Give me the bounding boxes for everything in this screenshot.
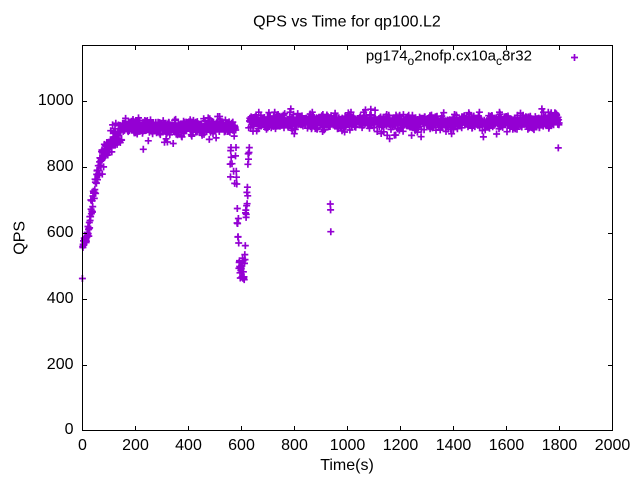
svg-text:600: 600 xyxy=(47,224,74,241)
svg-text:600: 600 xyxy=(228,437,255,454)
svg-text:1600: 1600 xyxy=(489,437,525,454)
svg-text:400: 400 xyxy=(175,437,202,454)
svg-text:400: 400 xyxy=(47,290,74,307)
svg-text:800: 800 xyxy=(281,437,308,454)
svg-text:800: 800 xyxy=(47,158,74,175)
svg-text:200: 200 xyxy=(122,437,149,454)
svg-text:1400: 1400 xyxy=(436,437,472,454)
svg-text:1000: 1000 xyxy=(38,92,74,109)
svg-text:1000: 1000 xyxy=(330,437,366,454)
svg-text:1200: 1200 xyxy=(383,437,419,454)
svg-text:QPS: QPS xyxy=(12,221,29,255)
svg-text:QPS vs Time for qp100.L2: QPS vs Time for qp100.L2 xyxy=(253,14,441,31)
svg-text:2000: 2000 xyxy=(595,437,631,454)
svg-text:0: 0 xyxy=(65,421,74,438)
svg-text:pg174o2nofp.cx10ac8r32: pg174o2nofp.cx10ac8r32 xyxy=(366,48,532,68)
svg-text:Time(s): Time(s) xyxy=(320,457,374,474)
svg-text:0: 0 xyxy=(78,437,87,454)
svg-text:200: 200 xyxy=(47,356,74,373)
svg-text:1800: 1800 xyxy=(542,437,578,454)
